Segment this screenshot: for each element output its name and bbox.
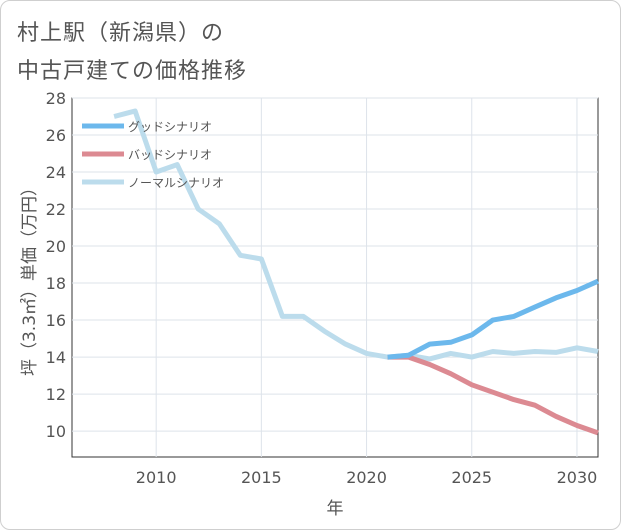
y-tick-label: 26 bbox=[46, 126, 66, 145]
chart-title-line-2: 中古戸建ての価格推移 bbox=[17, 59, 248, 84]
y-tick-label: 28 bbox=[46, 89, 66, 108]
y-tick-label: 20 bbox=[46, 237, 66, 256]
x-tick-label: 2030 bbox=[557, 468, 598, 487]
y-tick-label: 24 bbox=[46, 163, 66, 182]
legend-label: グッドシナリオ bbox=[128, 120, 212, 134]
x-axis-title: 年 bbox=[327, 499, 344, 519]
x-axis-ticks: 2010 2015 2020 2025 2030 bbox=[136, 468, 598, 487]
legend-label: ノーマルシナリオ bbox=[128, 176, 224, 190]
series-line-2 bbox=[113, 108, 599, 362]
series-line-1 bbox=[387, 354, 599, 436]
x-tick-label: 2020 bbox=[346, 468, 387, 487]
y-axis-ticks: 10 12 14 16 18 20 22 24 26 28 bbox=[46, 89, 66, 441]
y-axis-title: 坪（3.3㎡）単価（万円） bbox=[20, 179, 40, 376]
y-tick-label: 12 bbox=[46, 385, 66, 404]
x-tick-label: 2025 bbox=[451, 468, 492, 487]
y-tick-label: 10 bbox=[46, 422, 66, 441]
series-line-0 bbox=[387, 278, 600, 360]
y-tick-label: 18 bbox=[46, 274, 66, 293]
y-tick-label: 14 bbox=[46, 348, 66, 367]
grid-lines bbox=[72, 97, 598, 457]
legend-label: バッドシナリオ bbox=[128, 148, 212, 162]
series-lines bbox=[113, 108, 600, 436]
x-tick-label: 2015 bbox=[241, 468, 282, 487]
chart-title-line-1: 村上駅（新潟県）の bbox=[17, 21, 225, 46]
chart-title: 村上駅（新潟県）の 中古戸建ての価格推移 bbox=[17, 15, 247, 91]
y-tick-label: 22 bbox=[46, 200, 66, 219]
y-tick-label: 16 bbox=[46, 311, 66, 330]
x-tick-label: 2010 bbox=[136, 468, 177, 487]
